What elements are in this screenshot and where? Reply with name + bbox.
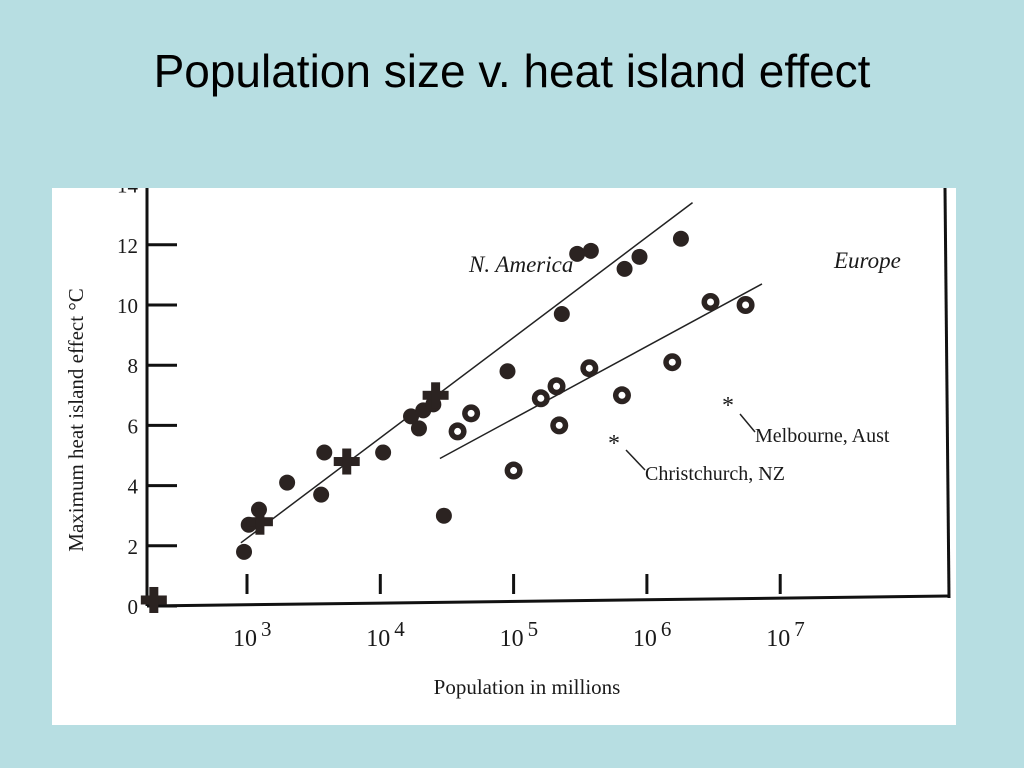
x-tick-exponent: 5 [528,617,539,641]
fit-line [240,202,693,544]
x-tick-exponent: 7 [794,617,805,641]
data-point-cross [333,448,360,475]
data-point-filled [435,507,452,524]
ring-inner [742,301,750,309]
cross-bar-v [342,448,352,475]
x-tick-exponent: 3 [261,617,272,641]
data-point-cross [422,382,449,409]
melbourne-asterisk: * [722,393,734,419]
data-point-ring [550,416,569,435]
melbourne-leader [739,413,756,433]
data-point-ring [531,389,550,408]
data-point-filled [279,474,296,491]
y-tick-label: 4 [128,475,139,499]
slide-title: Population size v. heat island effect [153,45,871,97]
y-tick-label: 12 [117,234,138,258]
right-frame-line [943,188,951,599]
cross-bar-v [149,586,159,613]
data-point-filled [313,486,330,503]
x-tick-base: 10 [633,626,657,652]
x-tick-exponent: 6 [661,617,672,641]
data-point-filled [553,306,570,323]
data-point-ring [462,404,481,423]
fit-lines-layer [240,202,763,544]
cross-bar-v [431,382,441,409]
data-point-ring [663,353,682,372]
data-point-filled [403,408,420,425]
x-axis-label: Population in millions [434,675,621,699]
y-tick-label: 8 [128,354,139,378]
data-point-filled [316,444,333,461]
y-tick-label: 0 [128,595,139,619]
data-point-ring [736,296,755,314]
christchurch-asterisk: * [608,431,620,457]
data-point-filled [375,444,392,461]
data-point-filled [569,245,586,262]
x-tick-base: 10 [500,626,524,652]
y-tick-label: 10 [117,294,138,318]
x-tick-label: 10 3 [233,617,272,652]
ring-inner [707,298,715,306]
x-tick-base: 10 [766,626,790,652]
y-tick-label: 2 [128,535,139,559]
fit-line [439,283,763,460]
ring-inner [454,427,462,435]
x-tick-base: 10 [233,626,257,652]
scatter-chart: 02468101214103104105106107 N. America Eu… [64,188,951,699]
ring-inner [510,467,518,475]
data-point-ring [504,461,523,480]
x-tick-base: 10 [366,626,390,652]
christchurch-leader [625,449,646,471]
annotation-europe: Europe [833,248,901,273]
data-point-ring [701,292,720,311]
ticks-layer: 02468101214103104105106107 [117,188,805,652]
x-tick-label: 10 6 [633,617,672,652]
data-point-filled [631,248,648,265]
data-point-filled [236,543,253,560]
data-point-ring [612,386,631,405]
y-tick-label: 14 [117,188,139,198]
data-point-cross [246,508,273,535]
data-point-ring [580,359,599,378]
x-tick-exponent: 4 [394,617,405,641]
ring-inner [668,358,676,366]
cross-bar-v [255,508,265,535]
data-point-filled [616,260,633,277]
ring-inner [585,364,593,372]
annotations-layer: N. America Europe Melbourne, Aust Christ… [468,248,901,485]
annotation-n-america: N. America [468,252,573,277]
x-tick-label: 10 4 [366,617,405,652]
data-point-filled [672,230,689,247]
y-tick-label: 6 [128,414,139,438]
data-point-ring [547,377,566,396]
chart-panel: 02468101214103104105106107 N. America Eu… [52,188,956,725]
annotation-christchurch: Christchurch, NZ [645,463,785,485]
x-tick-label: 10 5 [500,617,538,652]
ring-inner [618,391,626,399]
data-point-filled [582,242,599,259]
data-point-ring [448,422,467,441]
ring-inner [553,382,561,390]
axes-layer [145,188,951,608]
x-axis-line [146,594,950,608]
data-point-filled [499,363,516,380]
annotation-melbourne: Melbourne, Aust [755,425,890,447]
data-point-cross [140,586,167,613]
y-axis-label: Maximum heat island effect °C [64,288,88,551]
marks-layer [140,230,755,613]
data-point-filled [410,420,427,437]
ring-inner [467,409,475,417]
ring-inner [555,421,563,429]
ring-inner [537,394,545,402]
x-tick-label: 10 7 [766,617,805,652]
